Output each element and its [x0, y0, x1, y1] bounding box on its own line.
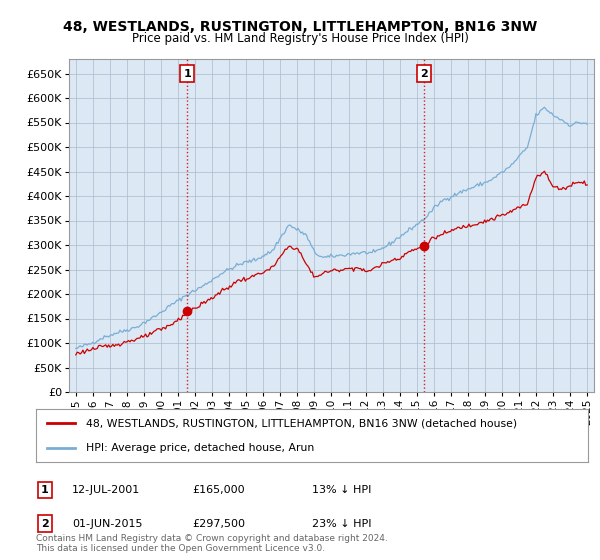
Text: 1: 1 [183, 69, 191, 79]
Text: 01-JUN-2015: 01-JUN-2015 [72, 519, 143, 529]
Text: 12-JUL-2001: 12-JUL-2001 [72, 485, 140, 495]
Text: £165,000: £165,000 [192, 485, 245, 495]
Text: 2: 2 [41, 519, 49, 529]
Text: HPI: Average price, detached house, Arun: HPI: Average price, detached house, Arun [86, 442, 314, 452]
Text: 1: 1 [41, 485, 49, 495]
Text: 23% ↓ HPI: 23% ↓ HPI [312, 519, 371, 529]
Text: 2: 2 [420, 69, 428, 79]
Text: Price paid vs. HM Land Registry's House Price Index (HPI): Price paid vs. HM Land Registry's House … [131, 32, 469, 45]
Text: 13% ↓ HPI: 13% ↓ HPI [312, 485, 371, 495]
Text: Contains HM Land Registry data © Crown copyright and database right 2024.
This d: Contains HM Land Registry data © Crown c… [36, 534, 388, 553]
Text: 48, WESTLANDS, RUSTINGTON, LITTLEHAMPTON, BN16 3NW (detached house): 48, WESTLANDS, RUSTINGTON, LITTLEHAMPTON… [86, 418, 517, 428]
Text: £297,500: £297,500 [192, 519, 245, 529]
Text: 48, WESTLANDS, RUSTINGTON, LITTLEHAMPTON, BN16 3NW: 48, WESTLANDS, RUSTINGTON, LITTLEHAMPTON… [63, 20, 537, 34]
